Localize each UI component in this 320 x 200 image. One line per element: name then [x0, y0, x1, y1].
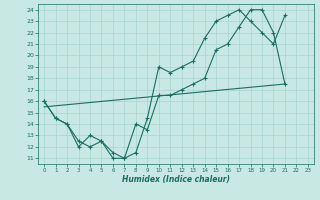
- X-axis label: Humidex (Indice chaleur): Humidex (Indice chaleur): [122, 175, 230, 184]
